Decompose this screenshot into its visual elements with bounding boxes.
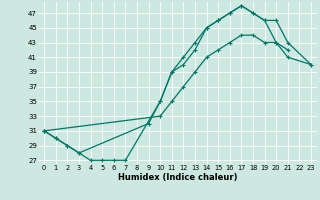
X-axis label: Humidex (Indice chaleur): Humidex (Indice chaleur): [118, 173, 237, 182]
